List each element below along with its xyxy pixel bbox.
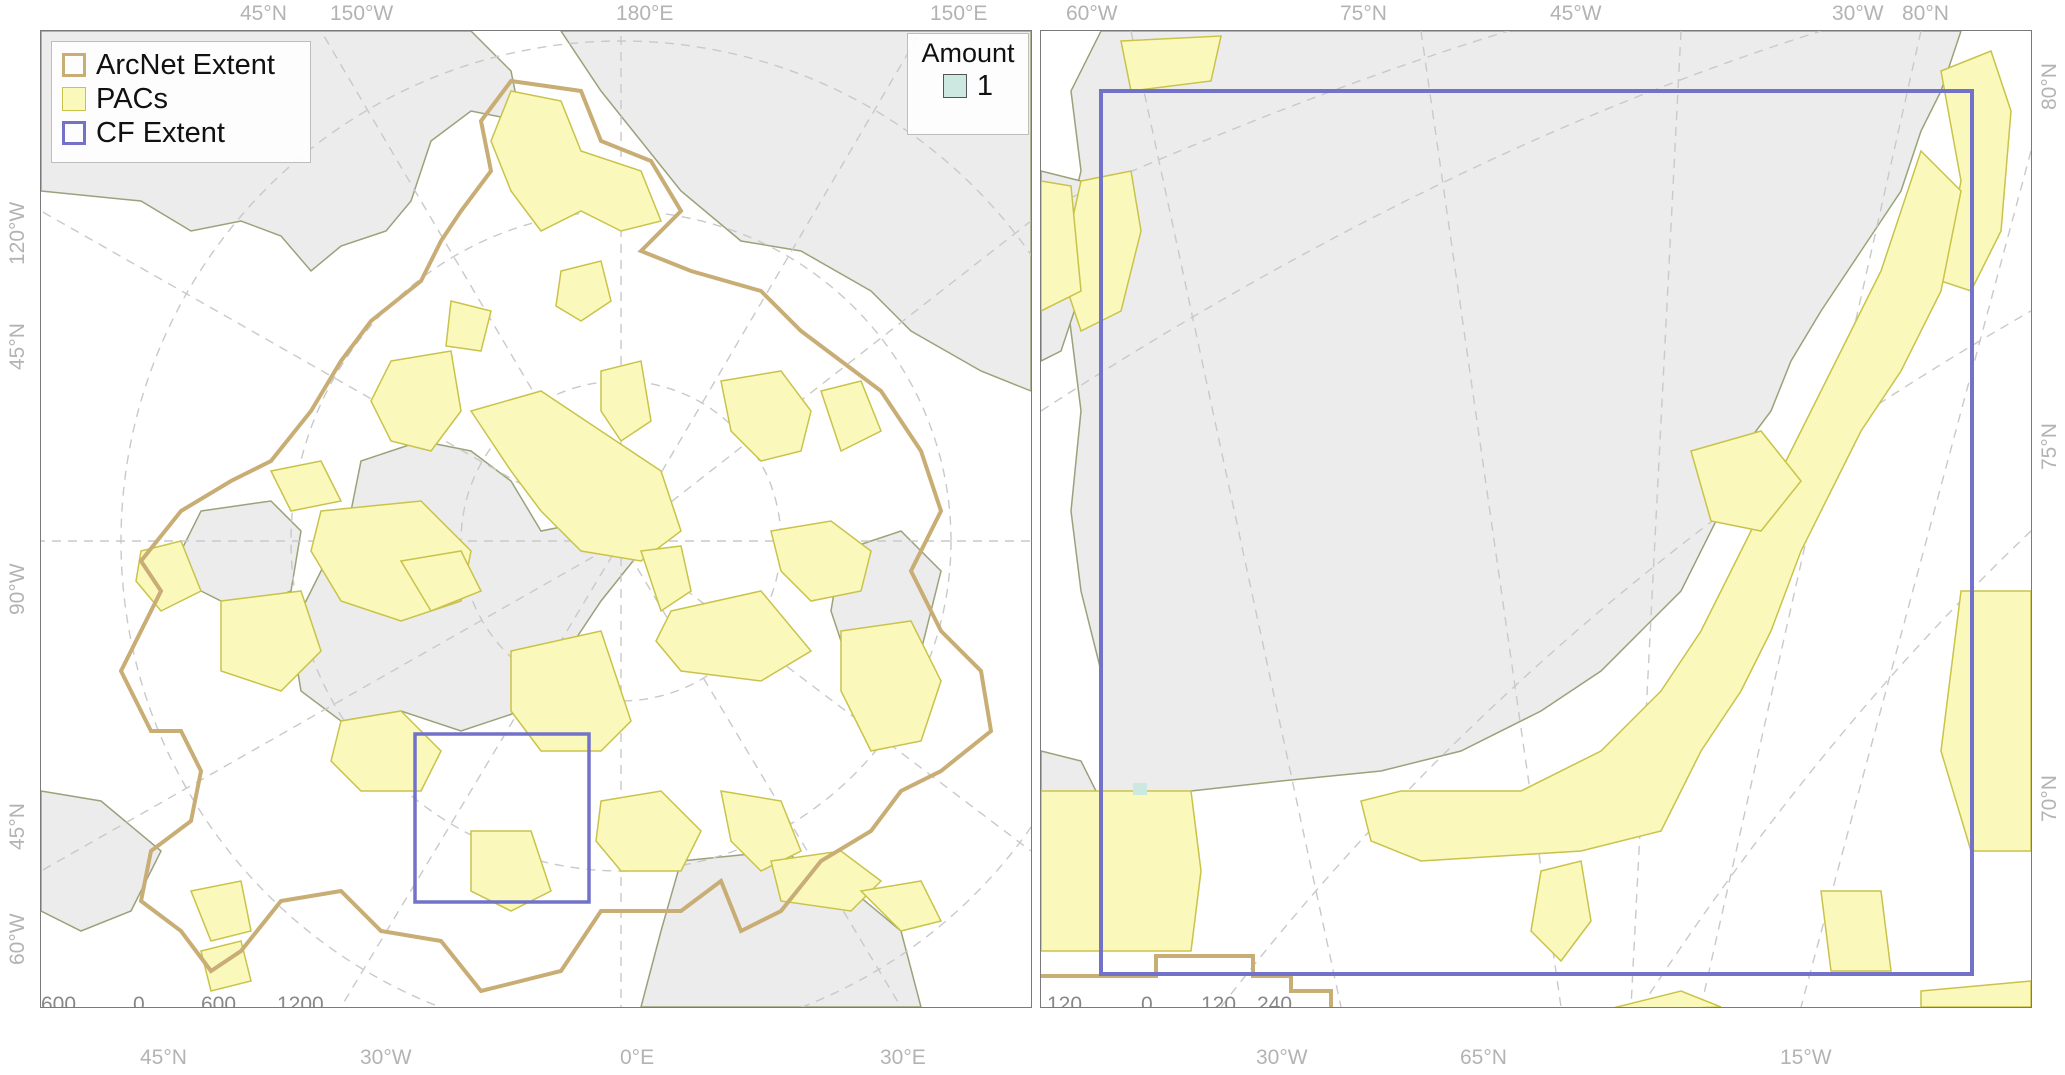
tick-label: 45°N	[240, 2, 287, 25]
amount-legend-row: 1	[916, 69, 1020, 103]
arcnet-extent-outline	[118, 78, 994, 994]
overview-map	[41, 31, 1031, 1007]
tick-label: 75°N	[2038, 423, 2061, 470]
tick-label: 0°E	[620, 1046, 655, 1069]
scale-label: 0	[133, 993, 145, 1008]
legend-row-pacs: PACs	[62, 82, 300, 116]
tick-label: 45°N	[6, 323, 29, 370]
cf-extent-outline	[1099, 89, 1974, 976]
tick-label: 90°W	[6, 563, 29, 615]
legend-row-arcnet: ArcNet Extent	[62, 48, 300, 82]
arcnet-swatch	[62, 53, 86, 77]
tick-label: 60°W	[1066, 2, 1118, 25]
tick-label: 70°N	[2038, 775, 2061, 822]
legend-label-arcnet: ArcNet Extent	[96, 48, 275, 81]
tick-label: 180°E	[616, 2, 674, 25]
amount-legend-title: Amount	[921, 38, 1015, 68]
scale-label: 0	[1141, 993, 1153, 1008]
tick-label: 15°W	[1780, 1046, 1832, 1069]
tick-label: 45°N	[140, 1046, 187, 1069]
overview-map-panel[interactable]: ArcNet Extent PACs CF Extent Amount 1 60…	[40, 30, 1032, 1008]
tick-label: 150°W	[330, 2, 394, 25]
scale-label: 120	[1047, 993, 1083, 1008]
scale-label: 600	[41, 993, 77, 1008]
tick-label: 80°N	[2038, 63, 2061, 110]
tick-label: 80°N	[1902, 2, 1949, 25]
tick-label: 30°E	[880, 1046, 926, 1069]
legend-row-cf: CF Extent	[62, 116, 300, 150]
tick-label: 120°W	[6, 201, 29, 265]
amount-legend-value: 1	[976, 69, 994, 102]
amount-cell	[1133, 783, 1147, 795]
tick-label: 30°W	[360, 1046, 412, 1069]
tick-label: 75°N	[1340, 2, 1387, 25]
pacs-layer	[135, 90, 943, 992]
cf-swatch	[62, 121, 86, 145]
tick-label: 60°W	[6, 913, 29, 965]
pacs-swatch	[62, 87, 86, 111]
amount-swatch	[942, 74, 967, 98]
legend-label-pacs: PACs	[96, 82, 168, 115]
cf-extent-outline	[413, 732, 591, 904]
pacs-layer	[1041, 35, 2031, 1007]
amount-legend: Amount 1	[907, 33, 1029, 135]
tick-label: 150°E	[930, 2, 988, 25]
tick-label: 65°N	[1460, 1046, 1507, 1069]
scale-label: 240	[1257, 993, 1293, 1008]
greenland-land	[1060, 31, 1962, 802]
detail-map	[1041, 31, 2031, 1007]
tick-label: 30°W	[1832, 2, 1884, 25]
tick-label: 45°N	[6, 803, 29, 850]
scale-label: 1200	[277, 993, 324, 1008]
tick-label: 45°W	[1550, 2, 1602, 25]
scale-label: 600	[201, 993, 237, 1008]
legend-label-cf: CF Extent	[96, 116, 225, 149]
map-legend: ArcNet Extent PACs CF Extent	[51, 41, 311, 163]
tick-label: 30°W	[1256, 1046, 1308, 1069]
detail-map-panel[interactable]: 120 0 120 240 km	[1040, 30, 2032, 1008]
scale-label: 120	[1201, 993, 1237, 1008]
